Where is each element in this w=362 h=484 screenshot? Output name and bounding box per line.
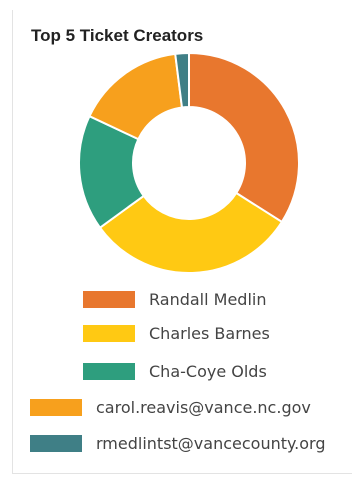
chart-title: Top 5 Ticket Creators xyxy=(31,26,204,45)
legend-item-carol-reavis[interactable]: carol.reavis@vance.nc.gov xyxy=(30,397,311,417)
legend-swatch xyxy=(83,290,135,308)
legend-item-cha-coye-olds[interactable]: Cha-Coye Olds xyxy=(83,361,267,381)
donut-slice-2[interactable] xyxy=(98,191,284,274)
donut-slice-1[interactable] xyxy=(188,51,300,224)
legend-item-rmedlintst[interactable]: rmedlintst@vancecounty.org xyxy=(30,433,326,453)
legend-label: rmedlintst@vancecounty.org xyxy=(96,433,326,453)
ticket-creators-widget: Top 5 Ticket Creators Randall Medlin Cha… xyxy=(12,10,352,474)
legend-swatch xyxy=(83,324,135,342)
donut-slice-5[interactable] xyxy=(174,51,190,109)
donut-chart xyxy=(78,51,300,274)
legend-swatch xyxy=(83,362,135,380)
legend-swatch xyxy=(30,434,82,452)
legend-label: Cha-Coye Olds xyxy=(149,361,267,381)
legend-swatch xyxy=(30,398,82,416)
legend-label: Randall Medlin xyxy=(149,289,267,309)
legend-label: carol.reavis@vance.nc.gov xyxy=(96,397,311,417)
legend-label: Charles Barnes xyxy=(149,323,270,343)
legend-item-charles-barnes[interactable]: Charles Barnes xyxy=(83,323,270,343)
legend-item-randall-medlin[interactable]: Randall Medlin xyxy=(83,289,266,309)
